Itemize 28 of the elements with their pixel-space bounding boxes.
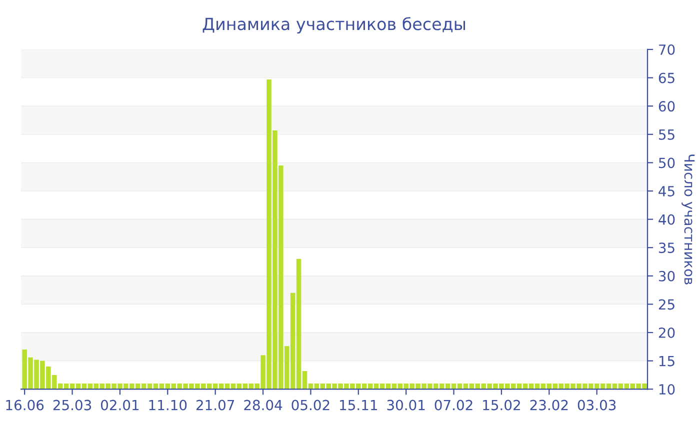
y-tick-label: 15 [659,356,674,366]
y-tick-label: 55 [658,130,674,140]
x-tick-label: 07.02 [434,400,472,410]
y-tick-label: 30 [658,270,675,282]
x-tick-label: 03.03 [578,400,616,410]
y-tick-label: 65 [658,72,674,84]
y-tick-label: 50 [658,158,675,168]
y-tick-label: 40 [658,214,675,225]
y-tick-label: 20 [658,328,675,338]
x-tick-label: 05.02 [292,400,330,410]
x-tick-label: 15.02 [483,400,520,410]
x-tick-label: 28.04 [244,400,282,410]
y-tick-label: 70 [659,44,675,55]
x-tick-label: 23.02 [530,400,568,410]
y-tick-label: 60 [658,101,675,112]
x-tick-label: 16.06 [6,400,44,410]
chart-title: Динамика участников беседы [202,17,466,34]
x-tick-label: 25.03 [53,400,92,410]
x-tick-label: 02.01 [100,400,139,410]
x-tick-label: 21.07 [196,400,234,410]
y-tick-label: 35 [658,242,674,254]
x-tick-label: 30.01 [387,400,425,410]
x-tick-label: 15.11 [340,400,377,410]
x-tick-label: 11.10 [149,400,187,410]
y-tick-label: 10 [659,384,675,395]
y-tick-label: 25 [658,299,674,310]
y-tick-label: 45 [658,186,674,196]
y-axis-title: Число участников [682,154,695,284]
